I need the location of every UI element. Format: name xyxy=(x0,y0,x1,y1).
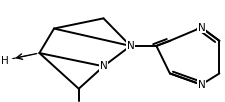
Text: N: N xyxy=(127,41,134,51)
Polygon shape xyxy=(12,53,39,59)
Text: H: H xyxy=(1,56,9,66)
Text: N: N xyxy=(198,23,205,33)
Text: N: N xyxy=(100,61,107,71)
Text: N: N xyxy=(198,80,205,90)
